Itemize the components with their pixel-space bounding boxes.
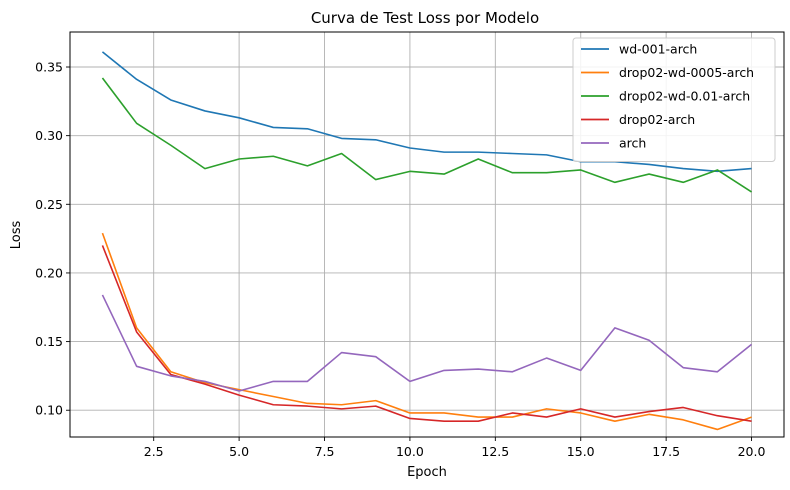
y-tick-label: 0.25 xyxy=(35,197,63,212)
x-axis: 2.5 5.0 7.5 10.0 12.5 15.0 17.5 20.0 xyxy=(144,437,766,459)
legend-label: wd-001-arch xyxy=(619,42,697,57)
series-line-drop02-wd-0.01-arch xyxy=(101,77,752,193)
x-tick-label: 10.0 xyxy=(396,444,424,459)
y-tick-label: 0.30 xyxy=(35,128,63,143)
x-tick-label: 12.5 xyxy=(481,444,509,459)
x-tick-label: 17.5 xyxy=(652,444,680,459)
x-tick-label: 7.5 xyxy=(315,444,335,459)
legend: wd-001-arch drop02-wd-0005-arch drop02-wd-… xyxy=(572,37,776,162)
legend-label: drop02-wd-0005-arch xyxy=(619,65,754,80)
series-line-arch xyxy=(101,294,753,392)
plot-frame xyxy=(69,31,785,438)
x-tick-label: 5.0 xyxy=(229,444,249,459)
y-tick-label: 0.15 xyxy=(35,334,63,349)
series-line-drop02-arch xyxy=(101,245,752,423)
series-line-wd-001-arch xyxy=(101,51,752,173)
series-line-drop02-wd-0005-arch xyxy=(101,232,752,431)
y-tick-label: 0.10 xyxy=(35,403,63,418)
legend-box xyxy=(572,37,776,162)
x-tick-label: 20.0 xyxy=(738,444,766,459)
chart-title: Curva de Test Loss por Modelo xyxy=(311,9,539,27)
y-axis: 0.10 0.15 0.20 0.25 0.30 0.35 xyxy=(35,60,70,418)
y-axis-label: Loss xyxy=(9,221,24,250)
legend-label: arch xyxy=(619,136,646,151)
legend-label: drop02-arch xyxy=(619,112,695,127)
x-tick-label: 15.0 xyxy=(567,444,595,459)
series-layer xyxy=(101,51,753,431)
y-tick-label: 0.20 xyxy=(35,265,63,280)
legend-label: drop02-wd-0.01-arch xyxy=(619,89,750,104)
x-tick-label: 2.5 xyxy=(144,444,164,459)
x-axis-label: Epoch xyxy=(407,465,447,480)
y-tick-label: 0.35 xyxy=(35,60,63,75)
